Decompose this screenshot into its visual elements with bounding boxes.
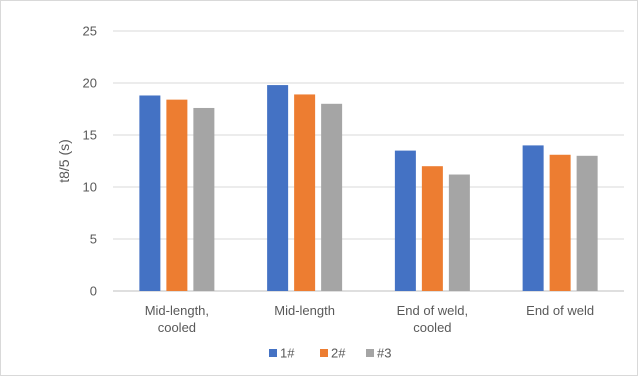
legend-label: #3 — [377, 346, 391, 361]
y-tick-label: 25 — [83, 24, 97, 39]
bars — [139, 85, 598, 292]
y-tick-label: 20 — [83, 76, 97, 91]
x-tick-label: Mid-length, — [145, 303, 209, 318]
y-tick-label: 15 — [83, 128, 97, 143]
gridlines — [113, 30, 624, 292]
bar — [522, 145, 544, 291]
bar — [166, 99, 188, 291]
x-tick-label: End of weld, — [397, 303, 469, 318]
bar — [394, 150, 416, 291]
bar — [267, 85, 289, 291]
bar — [576, 155, 598, 291]
x-tick-label: cooled — [158, 320, 196, 335]
x-tick-label: End of weld — [526, 303, 594, 318]
legend-label: 1# — [280, 346, 295, 361]
x-tick-label: cooled — [413, 320, 451, 335]
y-axis-ticks: 0 5 10 15 20 25 — [83, 24, 97, 299]
legend-swatch — [269, 349, 277, 357]
y-tick-label: 5 — [90, 232, 97, 247]
legend-label: 2# — [331, 346, 346, 361]
legend: 1# 2# #3 — [269, 346, 391, 361]
bar — [139, 95, 161, 291]
bar — [549, 154, 571, 291]
bar — [448, 174, 470, 291]
legend-swatch — [320, 349, 328, 357]
x-tick-label: Mid-length — [274, 303, 335, 318]
y-tick-label: 0 — [90, 284, 97, 299]
legend-swatch — [366, 349, 374, 357]
y-tick-label: 10 — [83, 180, 97, 195]
x-axis-ticks: Mid-length, cooled Mid-length End of weld, c… — [145, 303, 594, 335]
bar — [193, 107, 215, 292]
bar — [294, 94, 316, 291]
bar — [321, 103, 343, 291]
bar — [421, 166, 443, 291]
y-axis-title: t8/5 (s) — [56, 139, 72, 183]
